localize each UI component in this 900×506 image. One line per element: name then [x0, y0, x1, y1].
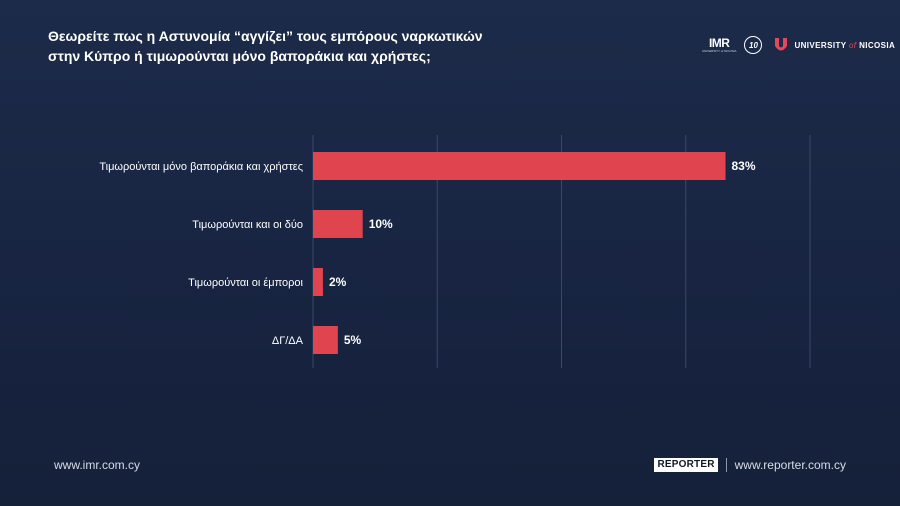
bar — [313, 268, 323, 296]
unic-logo-university: UNIVERSITY — [794, 40, 847, 50]
bar — [313, 152, 726, 180]
imr-logo-text: IMR — [708, 36, 730, 50]
category-label: Τιμωρούνται οι έμποροι — [188, 277, 303, 289]
unic-logo-of: of — [848, 40, 857, 50]
title-line-2: στην Κύπρο ή τιμωρούνται μόνο βαποράκια … — [48, 48, 431, 64]
category-label: Τιμωρούνται μόνο βαποράκια και χρήστες — [99, 161, 303, 173]
page-title: Θεωρείτε πως η Αστυνομία “αγγίζει” τους … — [48, 26, 528, 66]
value-label: 5% — [344, 333, 362, 347]
value-label: 10% — [369, 217, 393, 231]
reporter-logo: REPORTER — [654, 458, 718, 472]
imr-logo-subtitle: UNIVERSITY of NICOSIA — [702, 49, 737, 53]
footer-divider — [725, 458, 727, 472]
unic-logo-nicosia: NICOSIA — [859, 40, 896, 50]
bar — [313, 326, 338, 354]
footer-right: REPORTER www.reporter.com.cy — [654, 458, 846, 472]
imr-website-link[interactable]: www.imr.com.cy — [54, 458, 141, 472]
unic-logo-text: UNIVERSITY of NICOSIA — [794, 41, 895, 50]
category-label: Τιμωρούνται και οι δύο — [192, 219, 303, 231]
bar — [313, 210, 363, 238]
logo-group: IMR UNIVERSITY of NICOSIA 10 UNIVERSITY … — [702, 34, 895, 56]
anniversary-logo: 10 — [744, 36, 763, 54]
imr-logo: IMR UNIVERSITY of NICOSIA — [702, 37, 736, 53]
chart-bars: Τιμωρούνται μόνο βαποράκια και χρήστες 83… — [99, 152, 756, 354]
value-label: 83% — [732, 159, 756, 173]
unic-shield-icon — [775, 38, 788, 51]
category-label: ΔΓ/ΔΑ — [272, 335, 304, 347]
reporter-website-link[interactable]: www.reporter.com.cy — [734, 458, 846, 472]
value-label: 2% — [329, 275, 347, 289]
title-line-1: Θεωρείτε πως η Αστυνομία “αγγίζει” τους … — [48, 28, 483, 44]
